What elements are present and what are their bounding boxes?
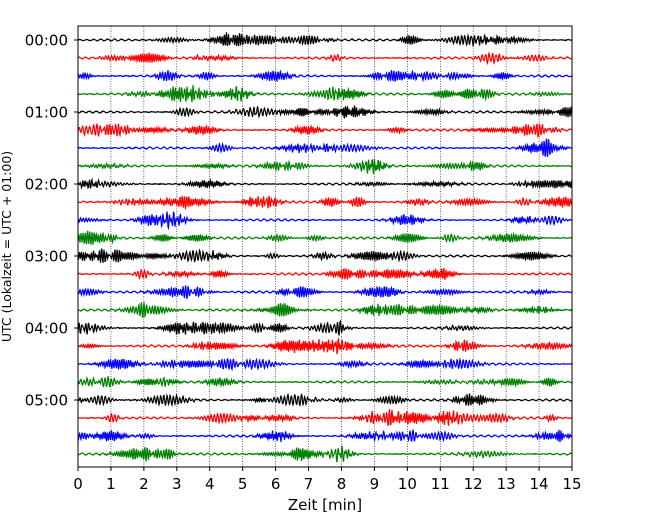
x-axis-ticks: 0 1 2 3 4 5 6 7 8 9 10 11 12 13 14 15 xyxy=(73,467,582,493)
trace-12 xyxy=(77,248,573,263)
trace-17 xyxy=(77,336,573,355)
y-axis-label: UTC (Lokalzeit = UTC + 01:00) xyxy=(0,151,14,342)
x-tick-label-15: 15 xyxy=(562,475,581,493)
y-tick-label-4: 04:00 xyxy=(25,320,68,338)
trace-3 xyxy=(77,85,573,103)
y-axis-ticks: 00:00 01:00 02:00 03:00 04:00 05:00 xyxy=(25,32,78,410)
trace-15 xyxy=(77,302,573,319)
grid-lines xyxy=(110,26,540,467)
trace-14 xyxy=(77,285,573,300)
trace-18 xyxy=(77,357,573,372)
x-tick-label-12: 12 xyxy=(464,475,483,493)
x-tick-label-8: 8 xyxy=(337,475,347,493)
trace-13 xyxy=(77,267,573,280)
trace-7 xyxy=(77,158,573,175)
trace-10 xyxy=(77,211,573,231)
trace-22 xyxy=(77,429,573,443)
y-tick-label-0: 00:00 xyxy=(25,32,68,50)
y-tick-label-1: 01:00 xyxy=(25,104,68,122)
trace-1 xyxy=(77,51,573,66)
x-tick-label-13: 13 xyxy=(497,475,516,493)
seismic-traces xyxy=(77,32,573,463)
y-tick-label-2: 02:00 xyxy=(25,176,68,194)
x-tick-label-9: 9 xyxy=(370,475,380,493)
trace-0 xyxy=(77,32,573,47)
plot-frame xyxy=(77,25,573,468)
trace-6 xyxy=(77,138,573,157)
trace-8 xyxy=(77,177,573,190)
x-tick-label-0: 0 xyxy=(73,475,83,493)
x-tick-label-5: 5 xyxy=(238,475,248,493)
y-tick-label-3: 03:00 xyxy=(25,248,68,266)
x-axis-label: Zeit [min] xyxy=(288,496,362,514)
trace-23 xyxy=(77,445,573,463)
trace-11 xyxy=(77,230,573,245)
trace-4 xyxy=(77,105,573,120)
trace-21 xyxy=(77,409,573,426)
trace-16 xyxy=(77,319,573,336)
x-tick-label-7: 7 xyxy=(304,475,314,493)
trace-9 xyxy=(77,195,573,210)
trace-5 xyxy=(77,122,573,139)
y-tick-label-5: 05:00 xyxy=(25,392,68,410)
x-tick-label-2: 2 xyxy=(139,475,149,493)
trace-19 xyxy=(77,376,573,388)
x-tick-label-11: 11 xyxy=(431,475,450,493)
x-tick-label-10: 10 xyxy=(398,475,417,493)
x-tick-label-1: 1 xyxy=(106,475,116,493)
x-tick-label-6: 6 xyxy=(271,475,281,493)
x-tick-label-14: 14 xyxy=(530,475,549,493)
trace-20 xyxy=(77,392,573,408)
x-tick-label-3: 3 xyxy=(172,475,182,493)
trace-2 xyxy=(77,69,573,83)
x-tick-label-4: 4 xyxy=(205,475,215,493)
